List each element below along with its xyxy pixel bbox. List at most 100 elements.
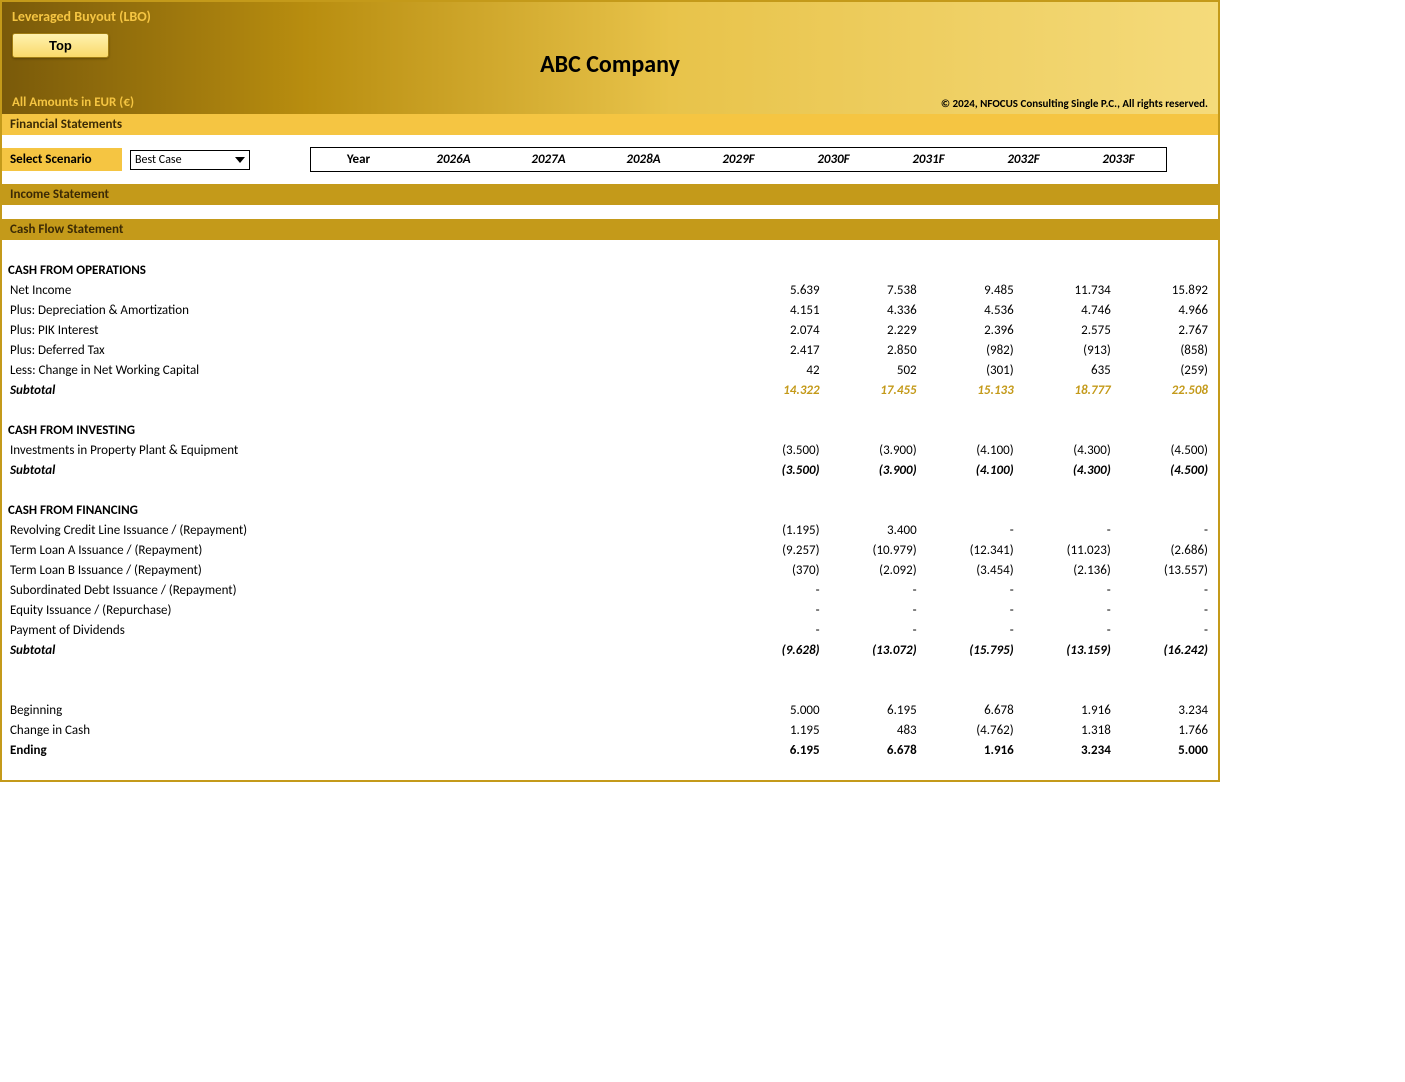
- cell: [538, 720, 635, 740]
- section-ops-title: CASH FROM OPERATIONS: [2, 260, 1218, 280]
- table-row: Plus: Depreciation & Amortization 4.151 4.…: [2, 300, 1218, 320]
- cell: (2.092): [830, 560, 927, 580]
- cell: 1.916: [1024, 700, 1121, 720]
- table-row: Subordinated Debt Issuance / (Repayment)…: [2, 580, 1218, 600]
- cell: [441, 560, 538, 580]
- year-col: 2028A: [596, 148, 691, 171]
- cell: [441, 620, 538, 640]
- cell: [441, 440, 538, 460]
- cell: 635: [1024, 360, 1121, 380]
- cell: (3.900): [830, 440, 927, 460]
- cell: 9.485: [927, 280, 1024, 300]
- cell: -: [733, 620, 830, 640]
- cell: 5.639: [733, 280, 830, 300]
- cell: (1.195): [733, 520, 830, 540]
- section-fin-title: CASH FROM FINANCING: [2, 500, 1218, 520]
- row-label: Plus: Deferred Tax: [2, 340, 339, 360]
- cell: -: [1024, 600, 1121, 620]
- table-row: Investments in Property Plant & Equipmen…: [2, 440, 1218, 460]
- inv-subtotal: Subtotal (3.500) (3.900) (4.100) (4.300)…: [2, 460, 1218, 480]
- ending-row: Ending 6.195 6.678 1.916 3.234 5.000: [2, 740, 1218, 760]
- scenario-label: Select Scenario: [2, 148, 122, 171]
- cell: 1.318: [1024, 720, 1121, 740]
- year-head: Year: [311, 148, 406, 171]
- row-label: Payment of Dividends: [2, 620, 339, 640]
- table-row: Equity Issuance / (Repurchase)-----: [2, 600, 1218, 620]
- cell: [538, 360, 635, 380]
- year-col: 2033F: [1071, 148, 1166, 171]
- scenario-row: Select Scenario Best Case Year 2026A 202…: [2, 141, 1218, 178]
- cell: [441, 320, 538, 340]
- cell: [441, 340, 538, 360]
- cell: 3.400: [830, 520, 927, 540]
- year-col: 2031F: [881, 148, 976, 171]
- ops-subtotal: Subtotal 14.322 17.455 15.133 18.777 22.…: [2, 380, 1218, 400]
- year-col: 2026A: [406, 148, 501, 171]
- cell: [538, 280, 635, 300]
- cell: -: [830, 600, 927, 620]
- table-row: Beginning5.0006.1956.6781.9163.234: [2, 700, 1218, 720]
- scenario-value: Best Case: [135, 153, 182, 167]
- cell: 1.195: [733, 720, 830, 740]
- year-col: 2027A: [501, 148, 596, 171]
- cell: [538, 340, 635, 360]
- cell: [441, 280, 538, 300]
- cell: -: [927, 520, 1024, 540]
- fin-subtotal: Subtotal (9.628) (13.072) (15.795) (13.1…: [2, 640, 1218, 660]
- cell: [635, 440, 732, 460]
- cell: -: [830, 620, 927, 640]
- chevron-down-icon: [235, 157, 245, 163]
- cell: -: [927, 600, 1024, 620]
- cell: [538, 600, 635, 620]
- cell: [538, 300, 635, 320]
- cell: 15.892: [1121, 280, 1218, 300]
- year-col: 2029F: [691, 148, 786, 171]
- cell: 2.767: [1121, 320, 1218, 340]
- cell: 4.746: [1024, 300, 1121, 320]
- cell: 4.536: [927, 300, 1024, 320]
- table-row: Less: Change in Net Working Capital42502…: [2, 360, 1218, 380]
- row-label: Term Loan A Issuance / (Repayment): [2, 540, 339, 560]
- cell: [441, 520, 538, 540]
- cell: 5.000: [733, 700, 830, 720]
- cell: (259): [1121, 360, 1218, 380]
- cell: [635, 280, 732, 300]
- cell: 11.734: [1024, 280, 1121, 300]
- cell: -: [733, 580, 830, 600]
- scenario-select[interactable]: Best Case: [130, 150, 250, 170]
- amounts-label: All Amounts in EUR (€): [12, 95, 134, 110]
- cell: [538, 620, 635, 640]
- row-label: Plus: Depreciation & Amortization: [2, 300, 339, 320]
- cell: 7.538: [830, 280, 927, 300]
- cell: (3.500): [733, 440, 830, 460]
- cash-flow-table: CASH FROM OPERATIONS Net Income 5.6397.53…: [2, 240, 1218, 780]
- table-row: Payment of Dividends-----: [2, 620, 1218, 640]
- cell: [441, 600, 538, 620]
- row-label: Investments in Property Plant & Equipmen…: [2, 440, 339, 460]
- lbo-sheet: Leveraged Buyout (LBO) Top ABC Company A…: [0, 0, 1220, 782]
- cell: -: [1121, 580, 1218, 600]
- row-label: Equity Issuance / (Repurchase): [2, 600, 339, 620]
- cell: 4.151: [733, 300, 830, 320]
- year-header-frame: Year 2026A 2027A 2028A 2029F 2030F 2031F…: [310, 147, 1167, 172]
- cell: -: [1024, 620, 1121, 640]
- cell: [635, 360, 732, 380]
- cell: [441, 300, 538, 320]
- row-label: Term Loan B Issuance / (Repayment): [2, 560, 339, 580]
- cell: [635, 560, 732, 580]
- lbo-title: Leveraged Buyout (LBO): [12, 8, 1208, 25]
- cell: [441, 700, 538, 720]
- cell: (858): [1121, 340, 1218, 360]
- row-label: Net Income: [2, 280, 339, 300]
- cell: 42: [733, 360, 830, 380]
- cell: [538, 560, 635, 580]
- table-row: Change in Cash1.195483(4.762)1.3181.766: [2, 720, 1218, 740]
- cell: [635, 580, 732, 600]
- cell: [441, 540, 538, 560]
- row-label: Beginning: [2, 700, 339, 720]
- cell: (913): [1024, 340, 1121, 360]
- table-row: Plus: Deferred Tax2.4172.850(982)(913)(8…: [2, 340, 1218, 360]
- cell: [538, 540, 635, 560]
- cell: -: [1024, 520, 1121, 540]
- cell: [635, 300, 732, 320]
